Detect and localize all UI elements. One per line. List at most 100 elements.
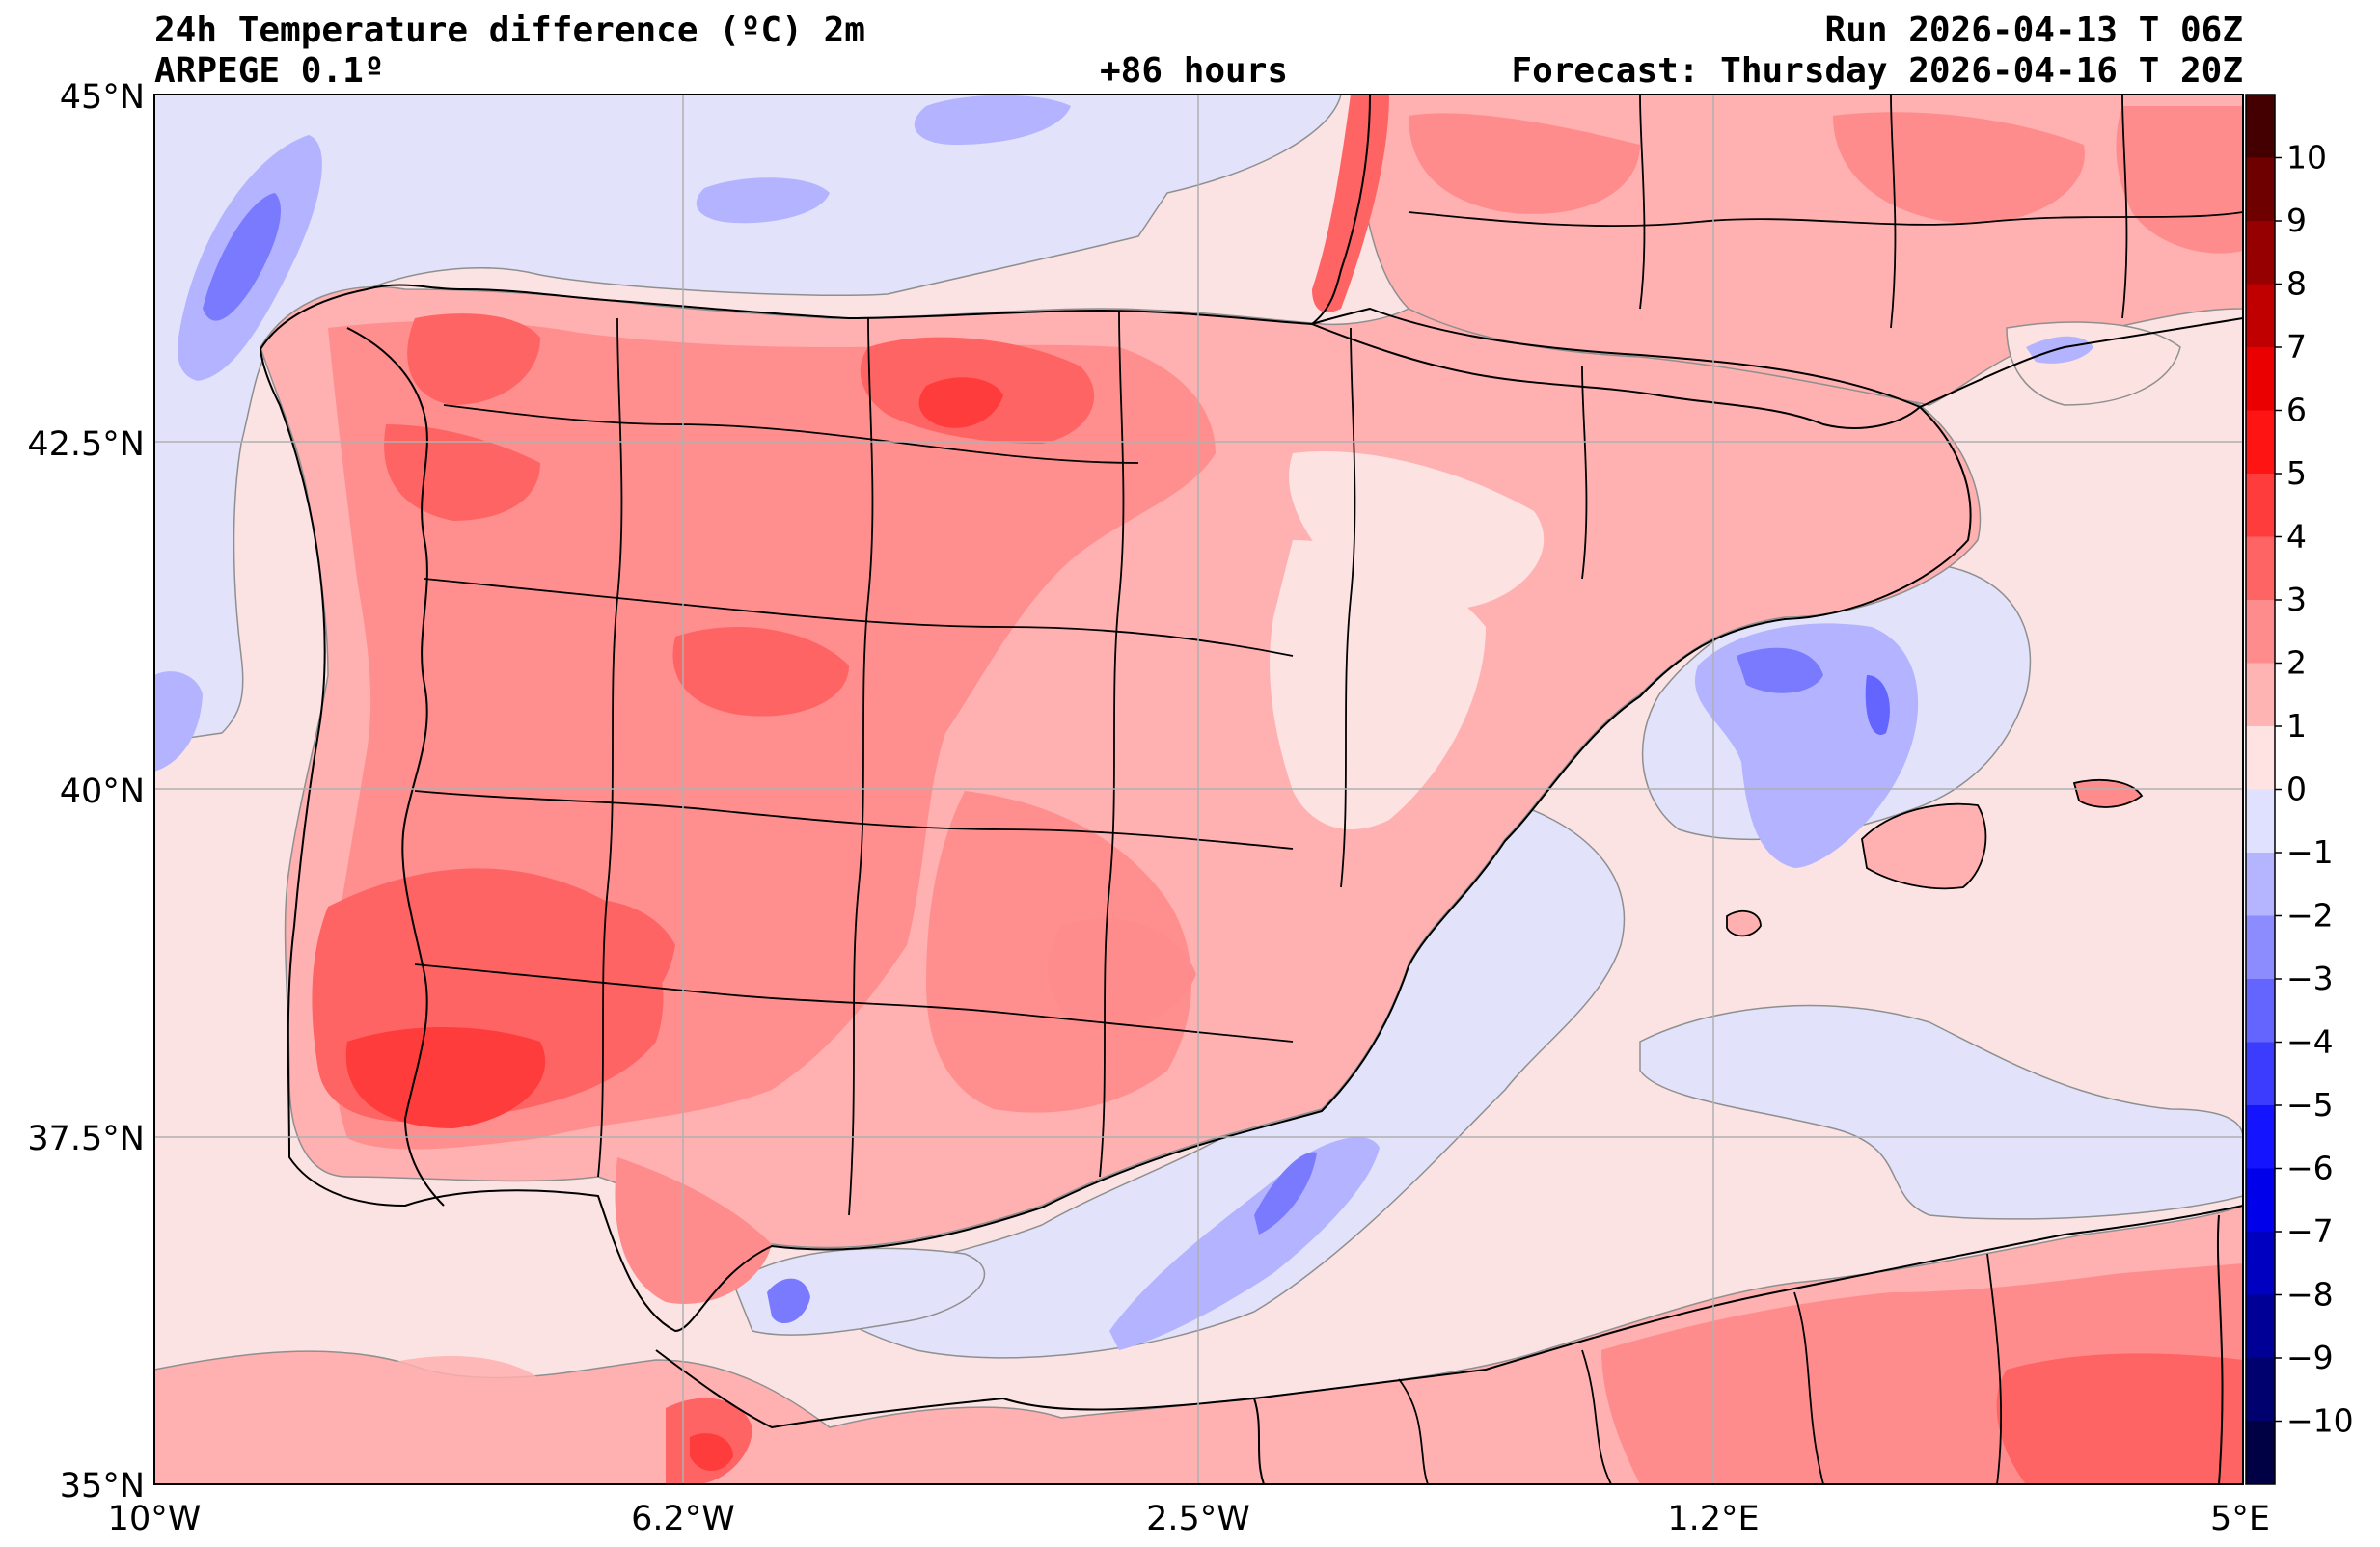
lon-tick-10w: 10°W	[108, 1500, 202, 1538]
atlantic-negative-area	[154, 95, 1342, 744]
colorbar-segment	[2246, 1168, 2275, 1232]
colorbar-segment	[2246, 600, 2275, 664]
lon-tick-1-2e: 1.2°E	[1667, 1500, 1759, 1538]
lon-tick-2-5w: 2.5°W	[1146, 1500, 1250, 1538]
borders	[259, 95, 2243, 1484]
colorbar-segment	[2246, 1105, 2275, 1169]
galicia-cold-spot	[154, 671, 203, 772]
lon-tick-5e: 5°E	[2210, 1500, 2270, 1538]
map-area	[154, 95, 2243, 1484]
colorbar-segment	[2246, 474, 2275, 537]
graticule	[154, 95, 2243, 1484]
province-line-7	[1099, 310, 1125, 1178]
france-warm-2	[1409, 113, 1640, 214]
colorbar-label: −6	[2286, 1150, 2334, 1187]
colorbar-label: −8	[2286, 1276, 2334, 1314]
province-line-8	[1340, 327, 1356, 888]
lat-tick-40: 40°N	[60, 773, 145, 811]
colorbar-segment	[2246, 536, 2275, 600]
atlantic-cold-core	[203, 193, 281, 321]
province-line-3	[414, 790, 1294, 850]
lat-tick-42-5: 42.5°N	[27, 425, 145, 464]
biscay-cold-spot-2	[696, 177, 830, 224]
colorbar-segment	[2246, 95, 2275, 158]
colorbar-label: 1	[2286, 707, 2307, 745]
alboran-cold-spot	[1109, 1137, 1380, 1350]
tangier-warm-core	[690, 1433, 733, 1471]
colorbar-segment	[2246, 1358, 2275, 1422]
france-med-coast	[1919, 317, 2243, 408]
landes-warm	[1312, 95, 1389, 312]
province-line-6	[848, 317, 874, 1216]
pyrenees-border	[1311, 323, 1921, 429]
lon-tick-6-2w: 6.2°W	[631, 1500, 735, 1538]
colorbar-segment	[2246, 157, 2275, 221]
valencia-pale	[1270, 540, 1486, 829]
north-warm-3	[407, 313, 540, 405]
colorbar-label: −9	[2286, 1339, 2334, 1376]
alboran-cold-core	[1254, 1152, 1317, 1235]
murcia-warm-2	[1048, 918, 1196, 1030]
gulf-lion-cold	[2026, 336, 2093, 364]
colorbar-segment	[2246, 1232, 2275, 1295]
colorbar-segment	[2246, 853, 2275, 916]
colorbar-label: 7	[2286, 328, 2307, 366]
colorbar-label: 8	[2286, 265, 2307, 303]
colorbar-segment	[2246, 1042, 2275, 1105]
colorbar-segment	[2246, 726, 2275, 790]
lat-tick-35: 35°N	[60, 1467, 145, 1506]
france-province-2	[1639, 95, 2128, 329]
strait-cold-spot	[767, 1278, 810, 1324]
colorbar-label: 3	[2286, 581, 2307, 618]
colorbar-label: 2	[2286, 644, 2307, 682]
lat-tick-45: 45°N	[60, 78, 145, 117]
colorbar-segment	[2246, 221, 2275, 285]
north-africa-warm-3	[1996, 1353, 2243, 1484]
france-province-1	[1408, 211, 2243, 228]
colorbar-segment	[2246, 979, 2275, 1043]
extremadura-warm-4	[345, 1027, 546, 1128]
africa-province	[1398, 1253, 2003, 1484]
mallorca-warm	[1861, 802, 1987, 890]
madrid-warm-3	[672, 627, 849, 717]
france-warm-3	[1833, 112, 2085, 224]
province-line-5	[597, 317, 623, 1178]
biscay-cold-spot	[914, 95, 1071, 145]
colorbar-label: −10	[2286, 1402, 2354, 1440]
colorbar-label: −5	[2286, 1086, 2334, 1124]
balearic-cold-core-2	[1865, 675, 1890, 735]
morocco-algeria-border	[1253, 1398, 1265, 1484]
colorbar-label: 0	[2286, 771, 2307, 808]
algeria-tunisia-border	[2216, 1214, 2224, 1484]
colorbar-label: 10	[2286, 139, 2327, 176]
atlantic-warm-band	[367, 1356, 540, 1418]
lon-tick-labels: 10°W 6.2°W 2.5°W 1.2°E 5°E	[108, 1500, 2270, 1538]
colorbar-label: 4	[2286, 518, 2307, 556]
lat-tick-37-5: 37.5°N	[27, 1120, 145, 1158]
province-line-4	[414, 963, 1294, 1043]
france-coast	[1311, 95, 1371, 325]
province-line-1	[443, 404, 1139, 464]
colorbar-segment	[2246, 1294, 2275, 1358]
iberia-warm-field	[260, 285, 1982, 1304]
east-med-negative	[1639, 1004, 2243, 1220]
forecast-label: Forecast: Thursday 2026-04-16 T 20Z	[1511, 51, 2243, 91]
colorbar-segment	[2246, 789, 2275, 853]
colorbar-segment	[2246, 663, 2275, 726]
iberia-coastline	[259, 284, 1972, 1333]
colorbar-label: −2	[2286, 897, 2334, 935]
menorca-warm	[2072, 779, 2144, 808]
balearic-cold-core	[1737, 647, 1823, 693]
colorbar-segment	[2246, 915, 2275, 979]
model-label: ARPEGE 0.1º	[154, 51, 385, 91]
burgos-warm-4	[918, 377, 1003, 428]
cadiz-warm	[615, 1157, 772, 1304]
colorbar-segment	[2246, 1421, 2275, 1484]
run-label: Run 2026-04-13 T 06Z	[1824, 11, 2243, 50]
portugal-border	[346, 327, 445, 1207]
colorbar-label: −1	[2286, 833, 2334, 871]
map-frame	[153, 94, 2244, 1485]
colorbar-segment	[2246, 284, 2275, 347]
